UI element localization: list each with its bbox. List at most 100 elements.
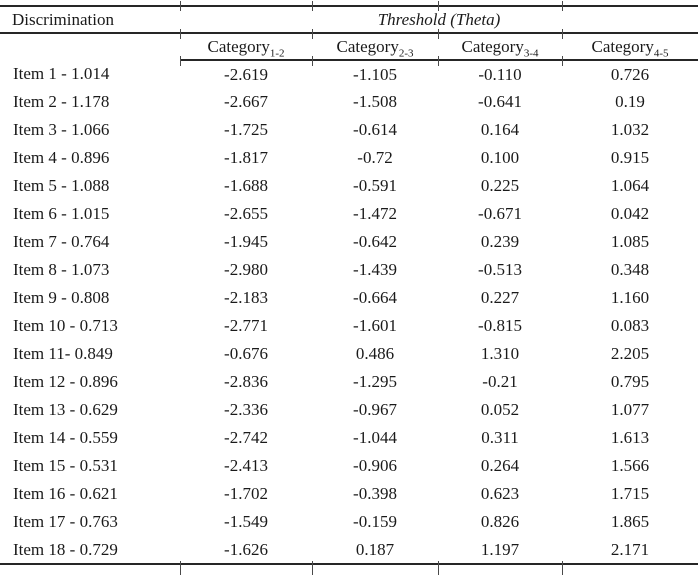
threshold-value-cell: -0.906 [353,456,397,475]
column-boundary-tick [438,1,439,11]
category-header-subscript: 4-5 [653,46,669,59]
table-head: Discrimination Threshold (Theta) Categor… [0,6,698,61]
item-label-cell: Item 4 - 0.896 [13,148,110,167]
threshold-value-cell: 0.100 [480,148,520,167]
empty-header-cell [0,33,180,60]
category-header-4-5: Category4-5 [562,33,698,61]
item-label-cell: Item 9 - 0.808 [13,288,110,307]
threshold-value-cell: 1.085 [610,232,650,251]
column-boundary-tick [180,29,181,39]
column-boundary-tick [312,561,313,575]
threshold-value-cell: 0.915 [610,148,650,167]
threshold-value-cell: -1.702 [224,484,268,503]
category-header-label: Category [461,36,524,56]
column-boundary-tick [180,1,181,11]
threshold-value-cell: -0.159 [353,512,397,531]
threshold-value-cell: 1.197 [438,536,562,565]
threshold-value-cell: 1.613 [610,428,650,447]
table-row: Item 3 - 1.066 -1.725 -0.614 0.164 1.032 [0,116,698,144]
table-row: Item 2 - 1.178 -2.667 -1.508 -0.641 0.19 [0,88,698,116]
item-label-cell: Item 6 - 1.015 [13,204,110,223]
item-label-cell: Item 1 - 1.014 [13,64,110,83]
threshold-value-cell: 1.566 [610,456,650,475]
column-boundary-tick [438,56,439,66]
column-boundary-tick [312,56,313,66]
threshold-value-cell: 0.042 [610,204,650,223]
threshold-value-cell: -2.336 [224,400,268,419]
threshold-value-cell: -0.110 [478,64,522,84]
threshold-value-cell: -0.676 [224,344,268,363]
threshold-value-cell: -0.72 [357,148,393,167]
table-row: Item 11- 0.849 -0.676 0.486 1.310 2.205 [0,340,698,368]
table-row: Item 12 - 0.896 -2.836 -1.295 -0.21 0.79… [0,368,698,396]
threshold-value-cell: 1.715 [610,484,650,503]
threshold-value-cell: -2.413 [224,456,268,475]
threshold-value-cell: -2.655 [224,204,268,223]
table-row: Item 8 - 1.073 -2.980 -1.439 -0.513 0.34… [0,256,698,284]
column-boundary-tick [562,561,563,575]
column-boundary-tick [180,561,181,575]
threshold-value-cell: 0.826 [480,512,520,531]
item-label-cell: Item 7 - 0.764 [13,232,110,251]
table-row: Item 14 - 0.559 -2.742 -1.044 0.311 1.61… [0,424,698,452]
threshold-value-cell: 1.865 [610,512,650,531]
table-row: Item 1 - 1.014 -2.619 -1.105 -0.110 0.72… [0,60,698,88]
column-boundary-tick [312,29,313,39]
item-label-cell: Item 2 - 1.178 [13,92,110,111]
item-label-cell: Item 5 - 1.088 [13,176,110,195]
threshold-value-cell: 0.486 [355,344,395,363]
threshold-value-cell: -1.472 [353,204,397,223]
table-row: Item 5 - 1.088 -1.688 -0.591 0.225 1.064 [0,172,698,200]
item-label-cell: Item 12 - 0.896 [13,372,118,391]
column-boundary-tick [312,1,313,11]
threshold-value-cell: -1.105 [353,64,397,84]
threshold-value-cell: -1.945 [224,232,268,251]
table-body: Item 1 - 1.014 -2.619 -1.105 -0.110 0.72… [0,60,698,565]
threshold-value-cell: -2.980 [224,260,268,279]
threshold-value-cell: -1.439 [353,260,397,279]
threshold-value-cell: -1.626 [180,536,312,565]
item-label-cell: Item 16 - 0.621 [13,484,118,503]
header-row-spanner: Discrimination Threshold (Theta) [0,6,698,34]
threshold-value-cell: -1.817 [224,148,268,167]
threshold-value-cell: -0.591 [353,176,397,195]
threshold-value-cell: -0.398 [353,484,397,503]
category-header-2-3: Category2-3 [312,33,438,61]
threshold-value-cell: 0.083 [610,316,650,335]
item-label-cell: Item 8 - 1.073 [13,260,110,279]
table-row: Item 4 - 0.896 -1.817 -0.72 0.100 0.915 [0,144,698,172]
table-row: Item 10 - 0.713 -2.771 -1.601 -0.815 0.0… [0,312,698,340]
table-row: Item 17 - 0.763 -1.549 -0.159 0.826 1.86… [0,508,698,536]
threshold-value-cell: -2.667 [224,92,268,111]
table-row: Item 9 - 0.808 -2.183 -0.664 0.227 1.160 [0,284,698,312]
column-boundary-tick [562,1,563,11]
threshold-value-cell: -1.688 [224,176,268,195]
column-boundary-tick [180,56,181,66]
item-label-cell: Item 10 - 0.713 [13,316,118,335]
item-label-cell: Item 14 - 0.559 [13,428,118,447]
column-boundary-tick [438,561,439,575]
threshold-value-cell: 0.623 [480,484,520,503]
item-parameters-table: Discrimination Threshold (Theta) Categor… [0,5,698,565]
table-row: Item 16 - 0.621 -1.702 -0.398 0.623 1.71… [0,480,698,508]
threshold-value-cell: 1.064 [610,176,650,195]
item-label-cell: Item 3 - 1.066 [13,120,110,139]
threshold-value-cell: 0.726 [610,64,650,84]
item-label-cell: Item 15 - 0.531 [13,456,118,475]
threshold-value-cell: -0.513 [478,260,522,279]
threshold-value-cell: -0.642 [353,232,397,251]
category-header-1-2: Category1-2 [180,33,312,61]
threshold-value-cell: -0.671 [478,204,522,223]
header-row-categories: Category1-2 Category2-3 Category3-4 Cate… [0,33,698,61]
threshold-value-cell: -2.836 [224,372,268,391]
discrimination-header: Discrimination [0,6,180,34]
threshold-value-cell: 0.164 [480,120,520,139]
threshold-value-cell: -0.664 [353,288,397,307]
threshold-value-cell: -2.619 [224,64,268,84]
threshold-value-cell: 2.171 [562,536,698,565]
item-label-cell: Item 11- 0.849 [13,344,113,363]
item-label-cell: Item 13 - 0.629 [13,400,118,419]
threshold-value-cell: 2.205 [610,344,650,363]
threshold-value-cell: 0.264 [480,456,520,475]
threshold-value-cell: -1.549 [224,512,268,531]
